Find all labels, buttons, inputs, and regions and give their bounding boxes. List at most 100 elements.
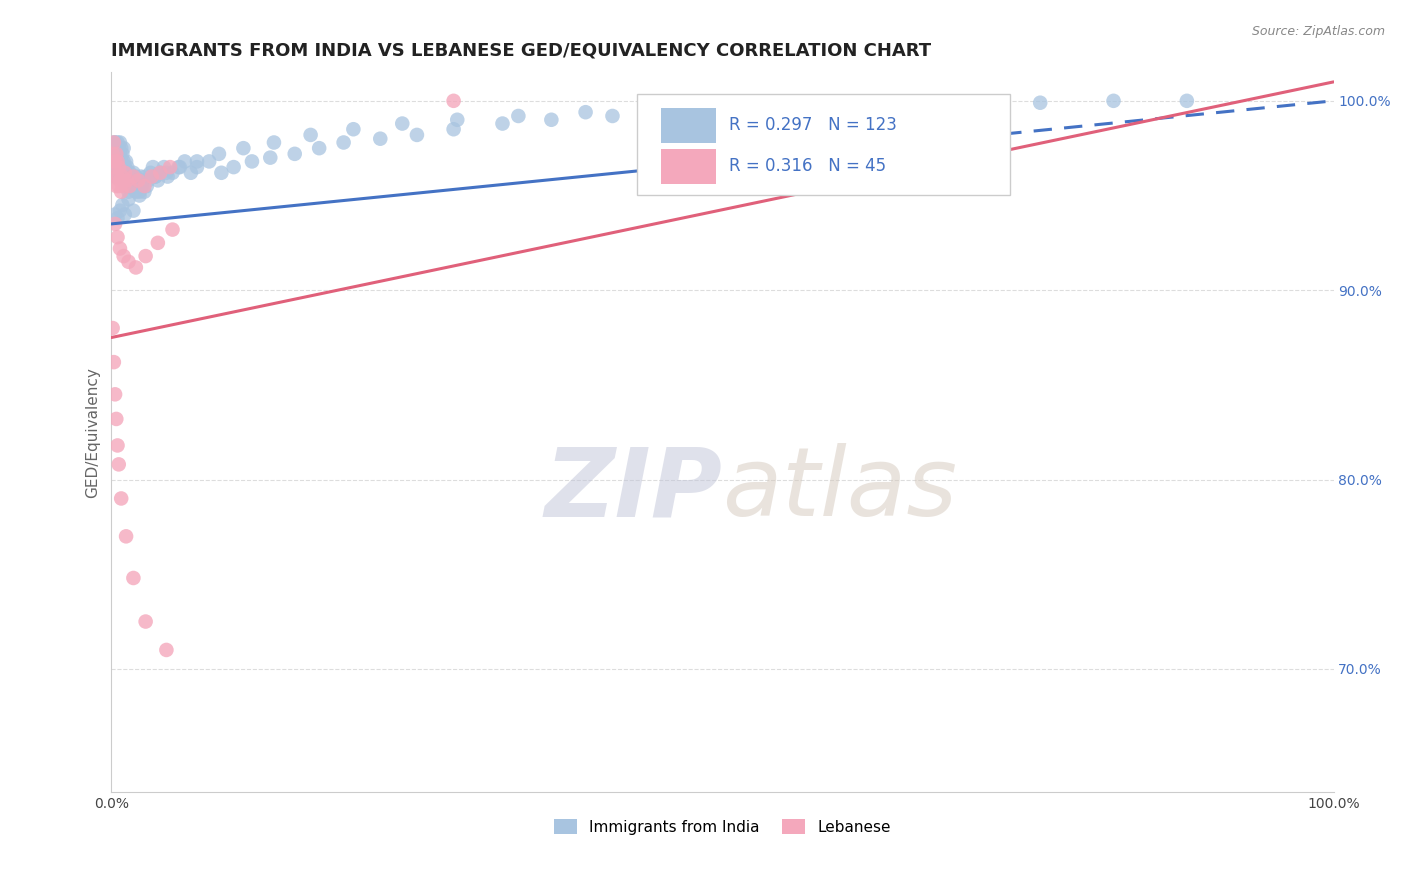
Point bbox=[406, 128, 429, 142]
Point bbox=[125, 169, 148, 184]
Point bbox=[105, 141, 128, 155]
Point bbox=[121, 169, 143, 184]
Point bbox=[103, 136, 125, 150]
Point bbox=[155, 643, 177, 657]
Point bbox=[132, 173, 155, 187]
Point bbox=[240, 154, 263, 169]
Point bbox=[198, 154, 221, 169]
Point bbox=[129, 169, 152, 184]
Point bbox=[107, 169, 129, 184]
Point bbox=[186, 154, 208, 169]
Point bbox=[117, 173, 139, 187]
Point bbox=[491, 117, 513, 131]
Point bbox=[117, 173, 139, 187]
Point bbox=[222, 160, 245, 174]
Point bbox=[956, 95, 979, 110]
Point bbox=[103, 355, 125, 369]
Point bbox=[107, 160, 129, 174]
Point bbox=[145, 169, 167, 184]
Point bbox=[103, 160, 125, 174]
Legend: Immigrants from India, Lebanese: Immigrants from India, Lebanese bbox=[554, 819, 891, 835]
Point bbox=[135, 169, 157, 184]
Point bbox=[124, 173, 146, 187]
Point bbox=[105, 160, 128, 174]
Point bbox=[368, 131, 391, 145]
Point bbox=[446, 112, 468, 127]
Text: IMMIGRANTS FROM INDIA VS LEBANESE GED/EQUIVALENCY CORRELATION CHART: IMMIGRANTS FROM INDIA VS LEBANESE GED/EQ… bbox=[111, 42, 932, 60]
Point bbox=[1029, 95, 1052, 110]
Point bbox=[180, 166, 202, 180]
Point bbox=[105, 179, 128, 194]
Point bbox=[149, 166, 172, 180]
Point bbox=[117, 192, 139, 206]
Point bbox=[110, 185, 132, 199]
Point bbox=[117, 160, 139, 174]
Bar bbox=[661, 150, 716, 184]
Point bbox=[112, 249, 135, 263]
Point bbox=[104, 154, 127, 169]
Point bbox=[391, 117, 413, 131]
Point bbox=[112, 164, 135, 178]
Point bbox=[153, 160, 176, 174]
Point bbox=[134, 185, 156, 199]
Point bbox=[125, 185, 148, 199]
Point bbox=[114, 207, 136, 221]
Point bbox=[112, 141, 135, 155]
Point bbox=[602, 109, 624, 123]
Point bbox=[134, 179, 156, 194]
Point bbox=[443, 94, 465, 108]
Point bbox=[142, 160, 165, 174]
Point bbox=[208, 146, 231, 161]
Point bbox=[167, 160, 190, 174]
Point bbox=[122, 179, 145, 194]
Point bbox=[883, 97, 905, 112]
Point bbox=[308, 141, 330, 155]
Point bbox=[107, 169, 129, 184]
Point bbox=[112, 154, 135, 169]
Point bbox=[209, 166, 232, 180]
Point bbox=[107, 154, 129, 169]
Point bbox=[111, 198, 134, 212]
Point bbox=[662, 105, 685, 120]
Point bbox=[115, 179, 138, 194]
Point bbox=[156, 169, 179, 184]
Point bbox=[122, 203, 145, 218]
Point bbox=[169, 160, 191, 174]
Point bbox=[648, 102, 671, 116]
Point bbox=[1102, 94, 1125, 108]
Point bbox=[107, 154, 129, 169]
Point bbox=[110, 141, 132, 155]
Point bbox=[145, 169, 167, 184]
Point bbox=[103, 146, 125, 161]
Point bbox=[139, 166, 162, 180]
Point bbox=[127, 173, 149, 187]
FancyBboxPatch shape bbox=[637, 94, 1010, 194]
Point bbox=[232, 141, 254, 155]
Point bbox=[1175, 94, 1198, 108]
Point bbox=[115, 166, 138, 180]
Text: Source: ZipAtlas.com: Source: ZipAtlas.com bbox=[1251, 25, 1385, 38]
Point bbox=[105, 151, 128, 165]
Point bbox=[259, 151, 281, 165]
Point bbox=[107, 230, 129, 244]
Point bbox=[115, 154, 138, 169]
Point bbox=[107, 458, 129, 472]
Point bbox=[112, 179, 135, 194]
Bar bbox=[661, 109, 716, 143]
Point bbox=[105, 146, 128, 161]
Point bbox=[186, 160, 208, 174]
Point bbox=[117, 185, 139, 199]
Point bbox=[104, 146, 127, 161]
Point bbox=[443, 122, 465, 136]
Point bbox=[122, 571, 145, 585]
Point bbox=[263, 136, 285, 150]
Point bbox=[104, 387, 127, 401]
Point bbox=[110, 491, 132, 506]
Point bbox=[159, 160, 181, 174]
Point bbox=[108, 169, 131, 184]
Point bbox=[155, 166, 177, 180]
Point bbox=[118, 166, 141, 180]
Point bbox=[110, 154, 132, 169]
Point bbox=[574, 105, 596, 120]
Point bbox=[104, 207, 127, 221]
